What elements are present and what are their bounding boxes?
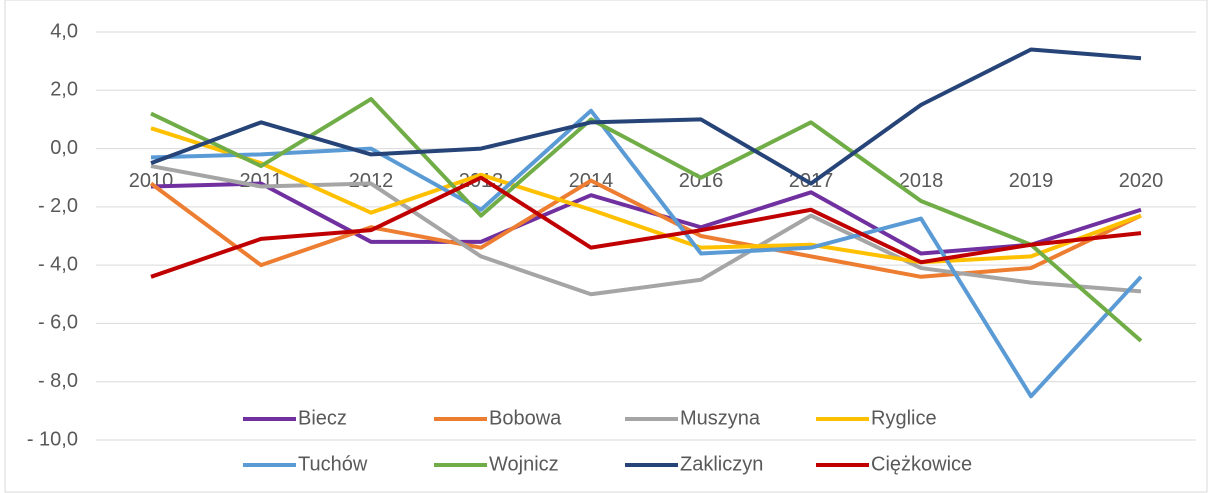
series-line — [150, 175, 1142, 279]
legend-label: Muszyna — [680, 407, 761, 429]
x-tick-label: 2018 — [899, 170, 944, 192]
series-line — [150, 126, 1142, 265]
series-line — [150, 181, 1142, 256]
y-tick-label: - 4,0 — [38, 253, 78, 275]
x-tick-label: 2010 — [129, 170, 174, 192]
legend-label: Tuchów — [298, 453, 368, 475]
series-line — [149, 178, 1142, 279]
series-line — [150, 164, 1142, 297]
legend-label: Biecz — [298, 407, 347, 429]
x-tick-label: 2016 — [679, 170, 724, 192]
legend-label: Ryglice — [871, 407, 937, 429]
series-line — [150, 97, 1143, 343]
y-tick-label: - 6,0 — [38, 312, 78, 334]
y-tick-label: 4,0 — [50, 20, 78, 42]
x-tick-label: 2019 — [1009, 170, 1054, 192]
series-line — [150, 108, 1143, 399]
legend-label: Bobowa — [489, 407, 562, 429]
x-tick-label: 2012 — [349, 170, 394, 192]
legend-label: Ciężkowice — [871, 453, 972, 475]
y-tick-label: 2,0 — [50, 79, 78, 101]
y-tick-label: 0,0 — [50, 137, 78, 159]
series-line — [150, 47, 1142, 186]
legend-label: Zakliczyn — [680, 453, 763, 475]
x-tick-label: 2020 — [1119, 170, 1164, 192]
legend-label: Wojnicz — [489, 453, 559, 475]
y-tick-label: - 10,0 — [27, 428, 78, 450]
y-tick-label: - 8,0 — [38, 370, 78, 392]
y-tick-label: - 2,0 — [38, 195, 78, 217]
x-tick-label: 2011 — [239, 170, 282, 192]
